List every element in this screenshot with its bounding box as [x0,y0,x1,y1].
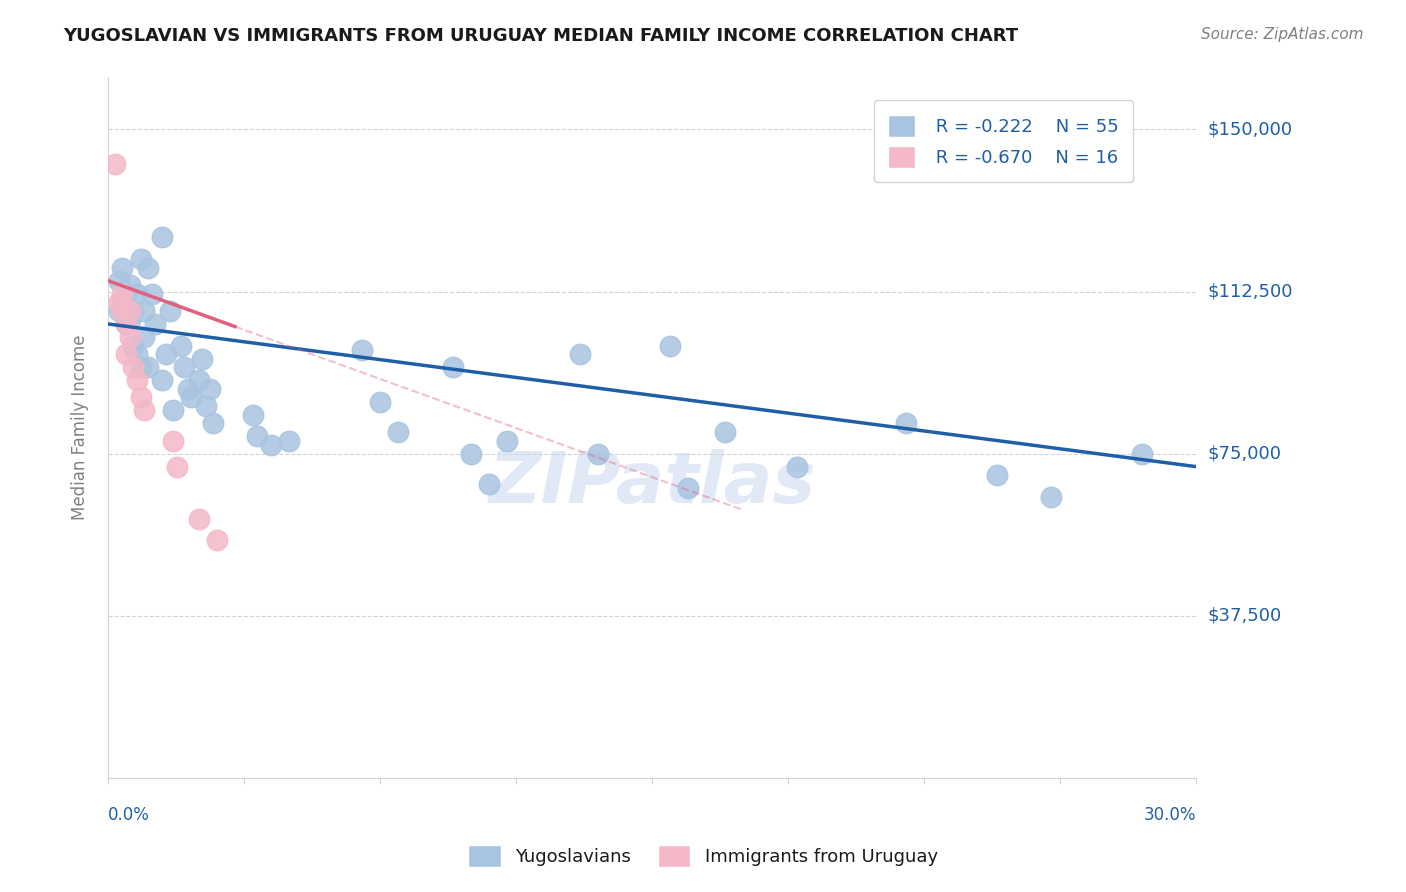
Point [162,434,184,448]
Point [125,373,148,387]
Point [478,477,501,491]
Point [202,417,225,431]
Text: $75,000: $75,000 [1208,445,1281,463]
Point [129,391,152,405]
Point [786,459,808,474]
Point [198,382,221,396]
Point [152,230,174,244]
Legend:  R = -0.222    N = 55,  R = -0.670    N = 16: R = -0.222 N = 55, R = -0.670 N = 16 [873,101,1133,183]
Point [134,330,156,344]
Point [568,347,591,361]
Y-axis label: Median Family Income: Median Family Income [72,335,89,520]
Point [177,382,200,396]
Point [441,360,464,375]
Point [894,417,917,431]
Point [129,252,152,266]
Point [108,274,131,288]
Point [152,373,174,387]
Point [104,157,127,171]
Point [1130,447,1153,461]
Point [368,394,391,409]
Text: $112,500: $112,500 [1208,283,1292,301]
Point [141,286,163,301]
Point [125,347,148,361]
Text: 30.0%: 30.0% [1143,806,1197,824]
Point [115,347,138,361]
Point [143,317,166,331]
Point [125,286,148,301]
Point [205,533,228,548]
Point [169,338,191,352]
Point [191,351,214,366]
Point [460,447,482,461]
Point [713,425,735,439]
Text: Source: ZipAtlas.com: Source: ZipAtlas.com [1201,27,1364,42]
Point [155,347,177,361]
Point [134,403,156,417]
Text: ZIPatlas: ZIPatlas [488,450,815,518]
Point [122,360,145,375]
Point [496,434,519,448]
Point [111,286,134,301]
Point [246,429,269,443]
Point [187,511,209,525]
Point [118,304,141,318]
Point [115,317,138,331]
Point [111,295,134,310]
Point [180,391,202,405]
Point [129,360,152,375]
Text: 0.0%: 0.0% [108,806,150,824]
Point [659,338,682,352]
Point [173,360,195,375]
Point [108,295,131,310]
Point [986,468,1008,483]
Text: $150,000: $150,000 [1208,120,1292,138]
Point [111,260,134,275]
Legend: Yugoslavians, Immigrants from Uruguay: Yugoslavians, Immigrants from Uruguay [461,838,945,874]
Point [260,438,283,452]
Point [166,459,188,474]
Point [278,434,301,448]
Point [162,403,184,417]
Point [678,481,700,495]
Point [122,338,145,352]
Point [136,260,159,275]
Point [122,304,145,318]
Point [134,304,156,318]
Point [242,408,264,422]
Point [118,278,141,293]
Point [350,343,373,357]
Point [187,373,209,387]
Point [586,447,609,461]
Text: $37,500: $37,500 [1208,607,1281,624]
Point [115,286,138,301]
Point [387,425,409,439]
Text: YUGOSLAVIAN VS IMMIGRANTS FROM URUGUAY MEDIAN FAMILY INCOME CORRELATION CHART: YUGOSLAVIAN VS IMMIGRANTS FROM URUGUAY M… [63,27,1018,45]
Point [111,304,134,318]
Point [118,330,141,344]
Point [136,360,159,375]
Point [1040,490,1063,504]
Point [108,304,131,318]
Point [194,399,217,413]
Point [118,312,141,326]
Point [159,304,181,318]
Point [115,317,138,331]
